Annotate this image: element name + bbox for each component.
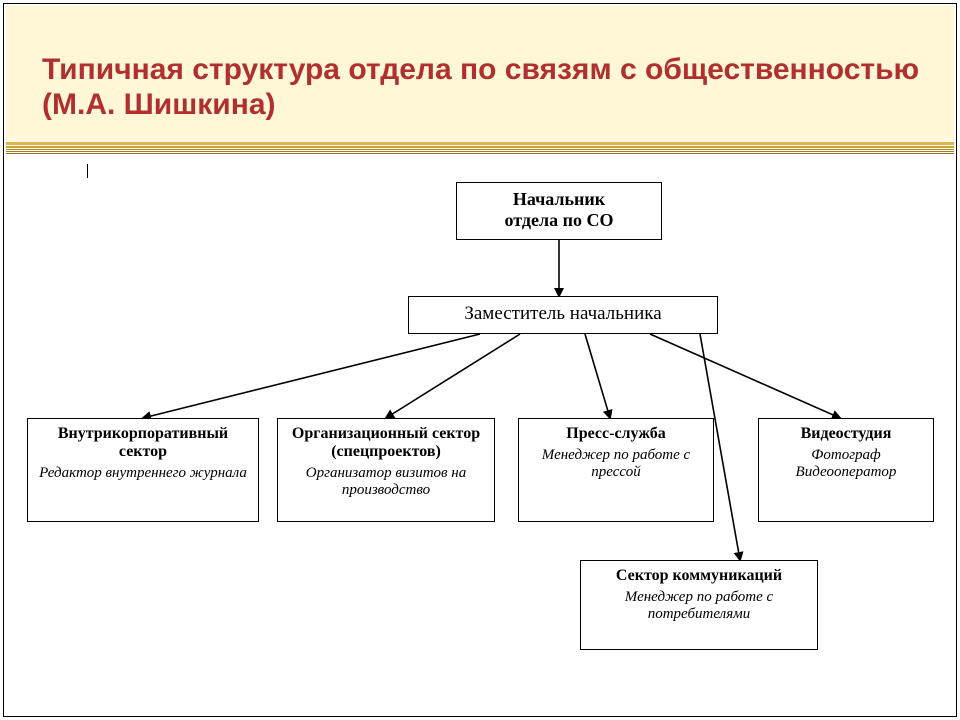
node-title: Организационный сектор (спецпроектов) xyxy=(286,425,486,461)
node-title: Сектор коммуникаций xyxy=(589,567,809,585)
node-title: Пресс-служба xyxy=(527,425,705,443)
cursor-mark xyxy=(87,164,88,178)
node-subtitle: Фотограф Видеооператор xyxy=(767,447,925,481)
node-root: Начальникотдела по СО xyxy=(456,182,662,240)
node-title: Начальникотдела по СО xyxy=(465,189,653,231)
node-leaf2: Организационный сектор (спецпроектов) Орг… xyxy=(277,418,495,522)
node-leaf1: Внутрикорпоративный сектор Редактор внутр… xyxy=(27,418,259,522)
node-subtitle: Менеджер по работе с прессой xyxy=(527,447,705,481)
node-leaf4: Видеостудия Фотограф Видеооператор xyxy=(758,418,934,522)
slide-title: Типичная структура отдела по связям с об… xyxy=(42,52,922,123)
node-subtitle: Менеджер по работе с потребителями xyxy=(589,589,809,623)
node-leaf3: Пресс-служба Менеджер по работе с прессой xyxy=(518,418,714,522)
node-subtitle: Редактор внутреннего журнала xyxy=(36,465,250,482)
node-subtitle: Организатор визитов на производство xyxy=(286,465,486,499)
slide: Типичная структура отдела по связям с об… xyxy=(0,0,960,720)
node-title: Заместитель начальника xyxy=(417,303,709,325)
node-title: Внутрикорпоративный сектор xyxy=(36,425,250,461)
node-title: Видеостудия xyxy=(767,425,925,443)
node-leaf5: Сектор коммуникаций Менеджер по работе с … xyxy=(580,560,818,650)
node-deputy: Заместитель начальника xyxy=(408,296,718,334)
